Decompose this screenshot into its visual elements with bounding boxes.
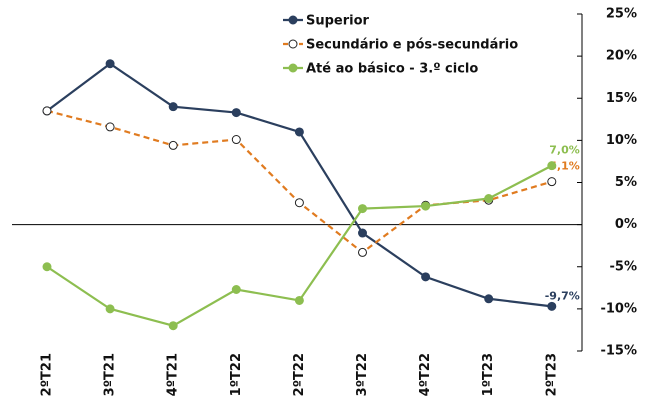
x-tick-label: 2ºT23 (544, 353, 559, 396)
y-tick-label: -10% (600, 301, 637, 316)
x-tick-label: 1ºT23 (481, 353, 496, 396)
data-point (421, 272, 431, 282)
data-point (231, 135, 241, 145)
data-point (105, 122, 115, 132)
data-point (168, 140, 178, 150)
data-point (231, 284, 241, 294)
data-point (231, 108, 241, 118)
data-point (358, 247, 367, 257)
data-point (358, 204, 367, 214)
data-point (294, 127, 304, 137)
data-point (42, 106, 52, 116)
x-tick-label: 4ºT22 (418, 353, 433, 396)
series-line (46, 62, 552, 308)
data-point (168, 102, 178, 112)
x-tick-label: 4ºT21 (166, 353, 181, 396)
legend-marker (288, 39, 298, 49)
x-tick-label: 3ºT22 (355, 353, 370, 396)
data-point (484, 294, 494, 304)
legend-marker (288, 63, 298, 73)
x-tick-label: 2ºT22 (292, 353, 307, 396)
data-point (42, 262, 52, 272)
data-point (421, 201, 431, 211)
y-tick-label: 10% (606, 133, 637, 148)
data-point (294, 198, 304, 208)
y-tick-label: 5% (615, 175, 637, 190)
y-tick-label: -15% (600, 344, 637, 359)
legend-marker (288, 15, 298, 25)
data-point (484, 194, 494, 204)
y-tick-label: -5% (610, 259, 637, 274)
data-point (547, 161, 557, 171)
x-tick-label: 2ºT21 (40, 353, 55, 396)
data-label: 7,0% (549, 144, 580, 157)
x-tick-label: 3ºT21 (103, 353, 118, 396)
y-tick-label: 0% (615, 217, 637, 232)
data-point (105, 304, 115, 314)
data-point (358, 228, 367, 238)
x-tick-label: 1ºT22 (229, 353, 244, 396)
y-tick-label: 25% (606, 7, 637, 22)
y-tick-label: 20% (606, 49, 637, 64)
data-point (547, 177, 557, 187)
data-label: 5,1% (549, 160, 580, 173)
legend-label: Superior (306, 14, 370, 29)
legend-label: Até ao básico - 3.º ciclo (306, 62, 478, 77)
data-point (294, 295, 304, 305)
data-point (105, 59, 115, 69)
data-point (168, 321, 178, 331)
data-point (547, 301, 557, 311)
legend-label: Secundário e pós-secundário (306, 38, 518, 53)
data-label: -9,7% (545, 289, 580, 302)
y-tick-label: 15% (606, 91, 637, 106)
